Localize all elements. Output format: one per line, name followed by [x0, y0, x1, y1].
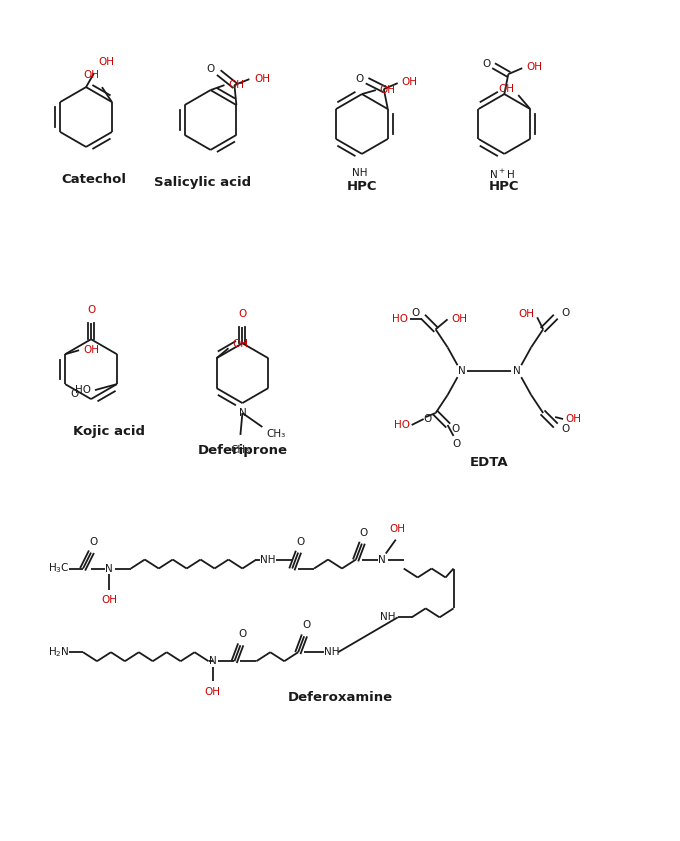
Text: O: O — [411, 309, 420, 319]
Text: CH₃: CH₃ — [267, 429, 286, 439]
Text: N: N — [378, 554, 386, 564]
Text: H$_3$C: H$_3$C — [48, 562, 69, 575]
Text: O: O — [356, 74, 364, 84]
Text: OH: OH — [205, 687, 220, 697]
Text: CH₃: CH₃ — [231, 445, 250, 455]
Text: O: O — [561, 424, 569, 434]
Text: O: O — [482, 59, 490, 69]
Text: HO: HO — [392, 315, 408, 325]
Text: NH: NH — [324, 648, 339, 657]
Text: H$_2$N: H$_2$N — [48, 645, 69, 659]
Text: OH: OH — [233, 339, 248, 349]
Text: O: O — [452, 424, 460, 434]
Text: OH: OH — [565, 414, 581, 424]
Text: O: O — [296, 537, 304, 547]
Text: OH: OH — [228, 80, 244, 90]
Text: EDTA: EDTA — [470, 457, 509, 469]
Text: OH: OH — [498, 84, 514, 94]
Text: N: N — [105, 563, 113, 574]
Text: O: O — [87, 305, 95, 315]
Text: O: O — [561, 309, 569, 319]
Text: O: O — [206, 64, 214, 74]
Text: OH: OH — [98, 57, 114, 67]
Text: OH: OH — [380, 85, 396, 95]
Text: OH: OH — [518, 309, 534, 320]
Text: N: N — [513, 366, 521, 376]
Text: N: N — [209, 656, 216, 666]
Text: Deferoxamine: Deferoxamine — [288, 690, 392, 704]
Text: HO: HO — [75, 385, 91, 395]
Text: OH: OH — [101, 595, 117, 606]
Text: Catechol: Catechol — [61, 173, 126, 187]
Text: Deferiprone: Deferiprone — [197, 444, 288, 458]
Text: HPC: HPC — [347, 180, 377, 193]
Text: OH: OH — [452, 315, 468, 325]
Text: O: O — [360, 527, 368, 537]
Text: O: O — [238, 309, 247, 320]
Text: O: O — [238, 629, 247, 639]
Text: OH: OH — [83, 346, 99, 355]
Text: OH: OH — [254, 74, 271, 84]
Text: O: O — [452, 439, 460, 449]
Text: O: O — [89, 537, 97, 547]
Text: O: O — [70, 389, 78, 399]
Text: HO: HO — [394, 420, 410, 430]
Text: Salicylic acid: Salicylic acid — [154, 177, 251, 189]
Text: OH: OH — [83, 70, 99, 80]
Text: NH: NH — [380, 612, 396, 622]
Text: O: O — [424, 414, 432, 424]
Text: O: O — [302, 621, 310, 630]
Text: OH: OH — [526, 62, 542, 72]
Text: N: N — [458, 366, 465, 376]
Text: N$^+$H: N$^+$H — [490, 168, 515, 181]
Text: OH: OH — [390, 524, 406, 534]
Text: OH: OH — [402, 77, 418, 87]
Text: N: N — [239, 408, 246, 418]
Text: HPC: HPC — [489, 180, 520, 193]
Text: NH: NH — [352, 168, 368, 177]
Text: NH: NH — [260, 554, 276, 564]
Text: Kojic acid: Kojic acid — [73, 426, 145, 438]
